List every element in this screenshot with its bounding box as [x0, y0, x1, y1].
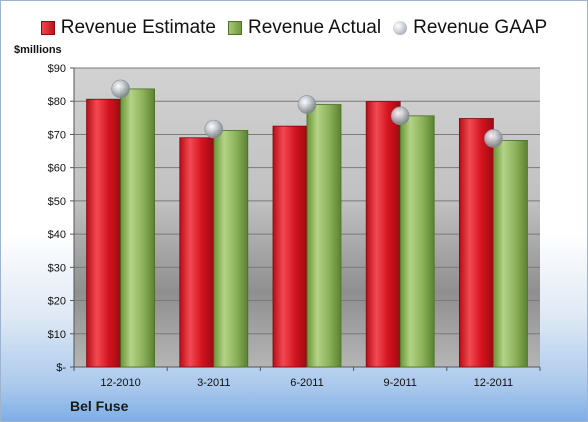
x-tick-label: 6-2011 [290, 377, 323, 389]
marker-gaap [390, 106, 410, 126]
bar-actual [492, 140, 528, 368]
legend-item-actual: Revenue Actual [228, 17, 381, 39]
bar-estimate [179, 137, 215, 368]
marker-gaap [297, 95, 317, 114]
y-tick-label: $- [56, 362, 66, 374]
x-tick-label: 12-2010 [100, 377, 140, 389]
y-tick-label: $10 [48, 329, 66, 341]
bar-estimate [365, 101, 401, 368]
bar-estimate [86, 98, 121, 368]
y-tick-label: $70 [48, 129, 66, 141]
legend-item-gaap: Revenue GAAP [393, 17, 547, 39]
marker-gaap [484, 129, 503, 148]
x-tick-label: 3-2011 [197, 377, 230, 389]
legend-label-estimate: Revenue Estimate [60, 17, 216, 38]
y-tick-label: $60 [48, 163, 66, 175]
legend-item-estimate: Revenue Estimate [40, 17, 216, 39]
y-tick-label: $40 [48, 229, 66, 241]
bar-estimate [272, 125, 308, 368]
y-tick-label: $90 [48, 63, 66, 75]
bar-actual [399, 115, 435, 368]
legend-label-gaap: Revenue GAAP [413, 17, 548, 38]
bar-actual [213, 130, 249, 368]
legend: Revenue Estimate Revenue Actual Revenue … [0, 16, 588, 40]
y-tick-label: $50 [48, 196, 66, 208]
y-tick-label: $20 [48, 296, 66, 308]
marker-gaap [111, 79, 130, 99]
legend-swatch-estimate [40, 21, 55, 35]
bar-actual [120, 88, 155, 368]
bar-estimate [458, 118, 494, 368]
x-tick-label: 9-2011 [383, 377, 416, 389]
y-axis-unit-label: $millions [14, 44, 62, 56]
y-tick-label: $80 [48, 96, 66, 108]
legend-label-actual: Revenue Actual [248, 17, 382, 38]
legend-swatch-gaap [393, 21, 408, 35]
company-name: Bel Fuse [70, 398, 129, 414]
y-tick-label: $30 [48, 262, 66, 274]
bar-actual [306, 104, 342, 368]
legend-swatch-actual [228, 21, 242, 35]
marker-gaap [204, 119, 224, 139]
x-tick-label: 12-2011 [474, 377, 514, 389]
